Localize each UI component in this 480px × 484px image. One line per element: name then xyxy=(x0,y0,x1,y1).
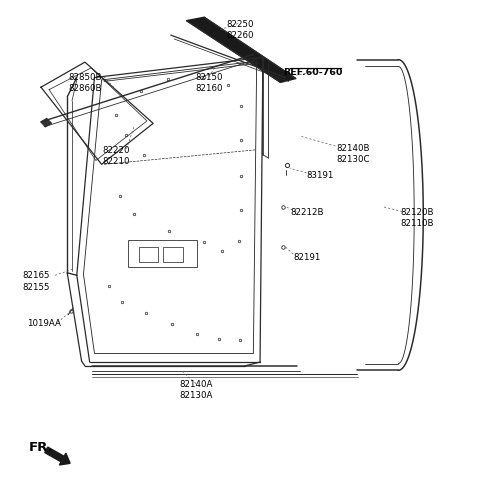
Text: 82220
82210: 82220 82210 xyxy=(102,146,130,166)
Text: 83191: 83191 xyxy=(307,171,334,180)
Text: 82850B
82860B: 82850B 82860B xyxy=(68,73,102,92)
Text: 82165
82155: 82165 82155 xyxy=(23,271,50,291)
Text: 82250
82260: 82250 82260 xyxy=(226,20,254,40)
Bar xyxy=(128,241,197,267)
Text: 82140A
82130A: 82140A 82130A xyxy=(180,379,213,399)
Text: 82140B
82130C: 82140B 82130C xyxy=(337,143,371,164)
Text: FR.: FR. xyxy=(29,440,54,453)
Text: 1019AA: 1019AA xyxy=(27,318,61,327)
FancyArrow shape xyxy=(45,447,70,465)
Text: 82120B
82110B: 82120B 82110B xyxy=(401,207,434,227)
Polygon shape xyxy=(41,119,51,127)
Text: 82212B: 82212B xyxy=(290,207,324,216)
Text: 82150
82160: 82150 82160 xyxy=(195,73,223,92)
Text: 82191: 82191 xyxy=(293,253,321,261)
Bar xyxy=(163,248,183,262)
Text: REF.60-760: REF.60-760 xyxy=(283,68,343,77)
Polygon shape xyxy=(187,18,296,83)
Bar xyxy=(139,248,158,262)
